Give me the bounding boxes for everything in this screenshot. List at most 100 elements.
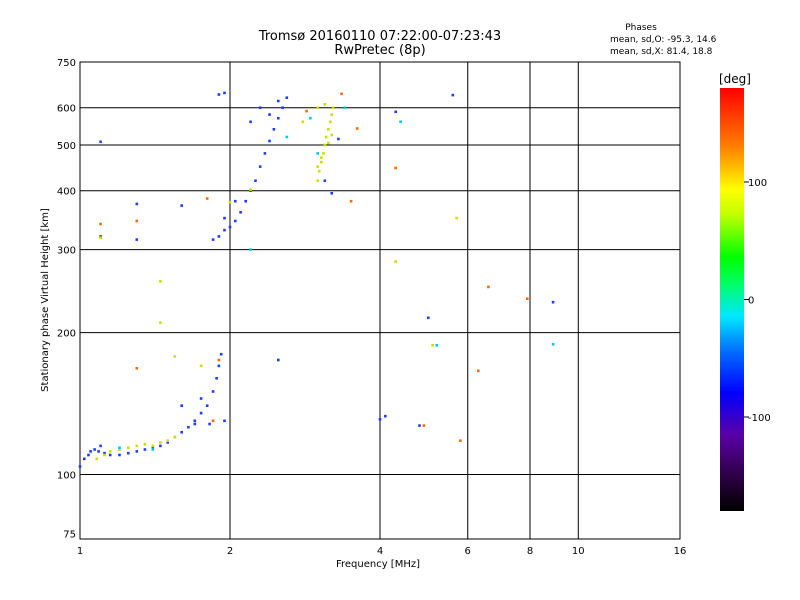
- data-point: [477, 369, 480, 373]
- data-point: [340, 92, 343, 96]
- data-point: [199, 411, 203, 415]
- data-point: [173, 435, 177, 439]
- data-point: [272, 128, 276, 131]
- data-point: [159, 321, 162, 324]
- data-point: [93, 448, 96, 451]
- data-point: [135, 444, 139, 448]
- y-tick-label: 400: [57, 187, 76, 198]
- colorbar: [720, 88, 744, 511]
- data-point: [263, 152, 267, 155]
- data-point: [234, 199, 237, 203]
- data-point: [355, 127, 359, 130]
- data-point: [451, 93, 455, 97]
- data-point: [205, 197, 209, 200]
- data-point: [217, 235, 221, 238]
- data-point: [223, 216, 226, 220]
- data-point: [249, 120, 252, 124]
- data-point: [118, 453, 121, 457]
- data-point: [277, 358, 280, 362]
- data-point: [234, 219, 237, 223]
- data-point: [301, 120, 305, 124]
- data-point: [249, 188, 252, 191]
- data-point: [323, 103, 327, 106]
- data-point: [127, 446, 130, 449]
- data-point: [285, 96, 289, 99]
- data-point: [159, 280, 162, 283]
- data-point: [394, 166, 397, 170]
- data-point: [324, 135, 328, 139]
- y-tick-labels: 75 100 200 300 400 500 600 750: [57, 58, 76, 540]
- data-point: [455, 216, 458, 220]
- data-point: [322, 152, 325, 155]
- data-point: [78, 465, 82, 468]
- data-point: [268, 113, 271, 116]
- data-point: [135, 219, 139, 223]
- x-tick-label: 10: [572, 546, 585, 557]
- data-point: [118, 448, 121, 451]
- data-point: [394, 260, 397, 263]
- data-point: [219, 352, 223, 356]
- data-point: [384, 414, 387, 418]
- data-point: [143, 448, 147, 451]
- data-point: [180, 430, 183, 434]
- data-point: [103, 451, 106, 455]
- data-point: [228, 201, 232, 204]
- data-point: [211, 238, 215, 241]
- data-point: [151, 444, 155, 448]
- data-points: [78, 91, 555, 468]
- data-point: [135, 450, 139, 453]
- data-point: [431, 344, 434, 347]
- phases-x-stats: mean, sd,X: 81.4, 18.8: [610, 47, 713, 57]
- data-point: [281, 106, 284, 109]
- x-tick-labels: 1 2 4 6 8 10 16: [77, 546, 687, 557]
- phases-o-stats: mean, sd,O: -95.3, 14.6: [610, 35, 717, 45]
- data-point: [217, 358, 221, 362]
- data-point: [327, 128, 330, 131]
- data-point: [99, 140, 102, 144]
- data-point: [135, 202, 139, 206]
- data-point: [193, 422, 197, 426]
- y-tick-label: 200: [57, 329, 76, 340]
- data-point: [422, 424, 426, 427]
- x-tick-label: 8: [527, 546, 533, 557]
- data-point: [151, 448, 155, 451]
- data-point: [331, 106, 335, 109]
- data-point: [323, 143, 327, 147]
- data-point: [254, 179, 257, 182]
- data-point: [166, 439, 169, 442]
- chart-title: Tromsø 20160110 07:22:00-07:23:43: [258, 29, 501, 44]
- data-point: [99, 222, 102, 226]
- data-point: [316, 106, 319, 109]
- data-point: [159, 441, 162, 444]
- data-point: [180, 404, 183, 407]
- y-tick-label: 500: [57, 141, 76, 152]
- data-point: [217, 364, 221, 368]
- data-point: [330, 133, 333, 137]
- data-point: [343, 106, 347, 109]
- data-point: [285, 135, 289, 139]
- data-point: [159, 444, 162, 448]
- data-point: [459, 439, 462, 442]
- data-point: [258, 106, 262, 109]
- data-point: [211, 390, 215, 393]
- data-point: [327, 141, 330, 145]
- data-point: [487, 285, 490, 289]
- data-point: [239, 211, 242, 214]
- data-point: [97, 450, 100, 453]
- y-tick-label: 750: [57, 58, 76, 69]
- data-point: [316, 152, 319, 155]
- data-point: [173, 355, 177, 358]
- data-point: [223, 228, 226, 232]
- x-axis-label: Frequency [MHz]: [336, 559, 420, 570]
- data-point: [205, 404, 209, 407]
- colorbar-tick-label: 100: [748, 178, 767, 189]
- data-point: [95, 457, 98, 461]
- data-point: [127, 451, 130, 455]
- data-point: [277, 116, 280, 120]
- y-tick-label: 75: [63, 529, 76, 540]
- data-point: [187, 425, 190, 429]
- data-point: [135, 367, 139, 370]
- x-tick-label: 6: [465, 546, 471, 557]
- y-tick-label: 100: [57, 471, 76, 482]
- data-point: [337, 137, 340, 141]
